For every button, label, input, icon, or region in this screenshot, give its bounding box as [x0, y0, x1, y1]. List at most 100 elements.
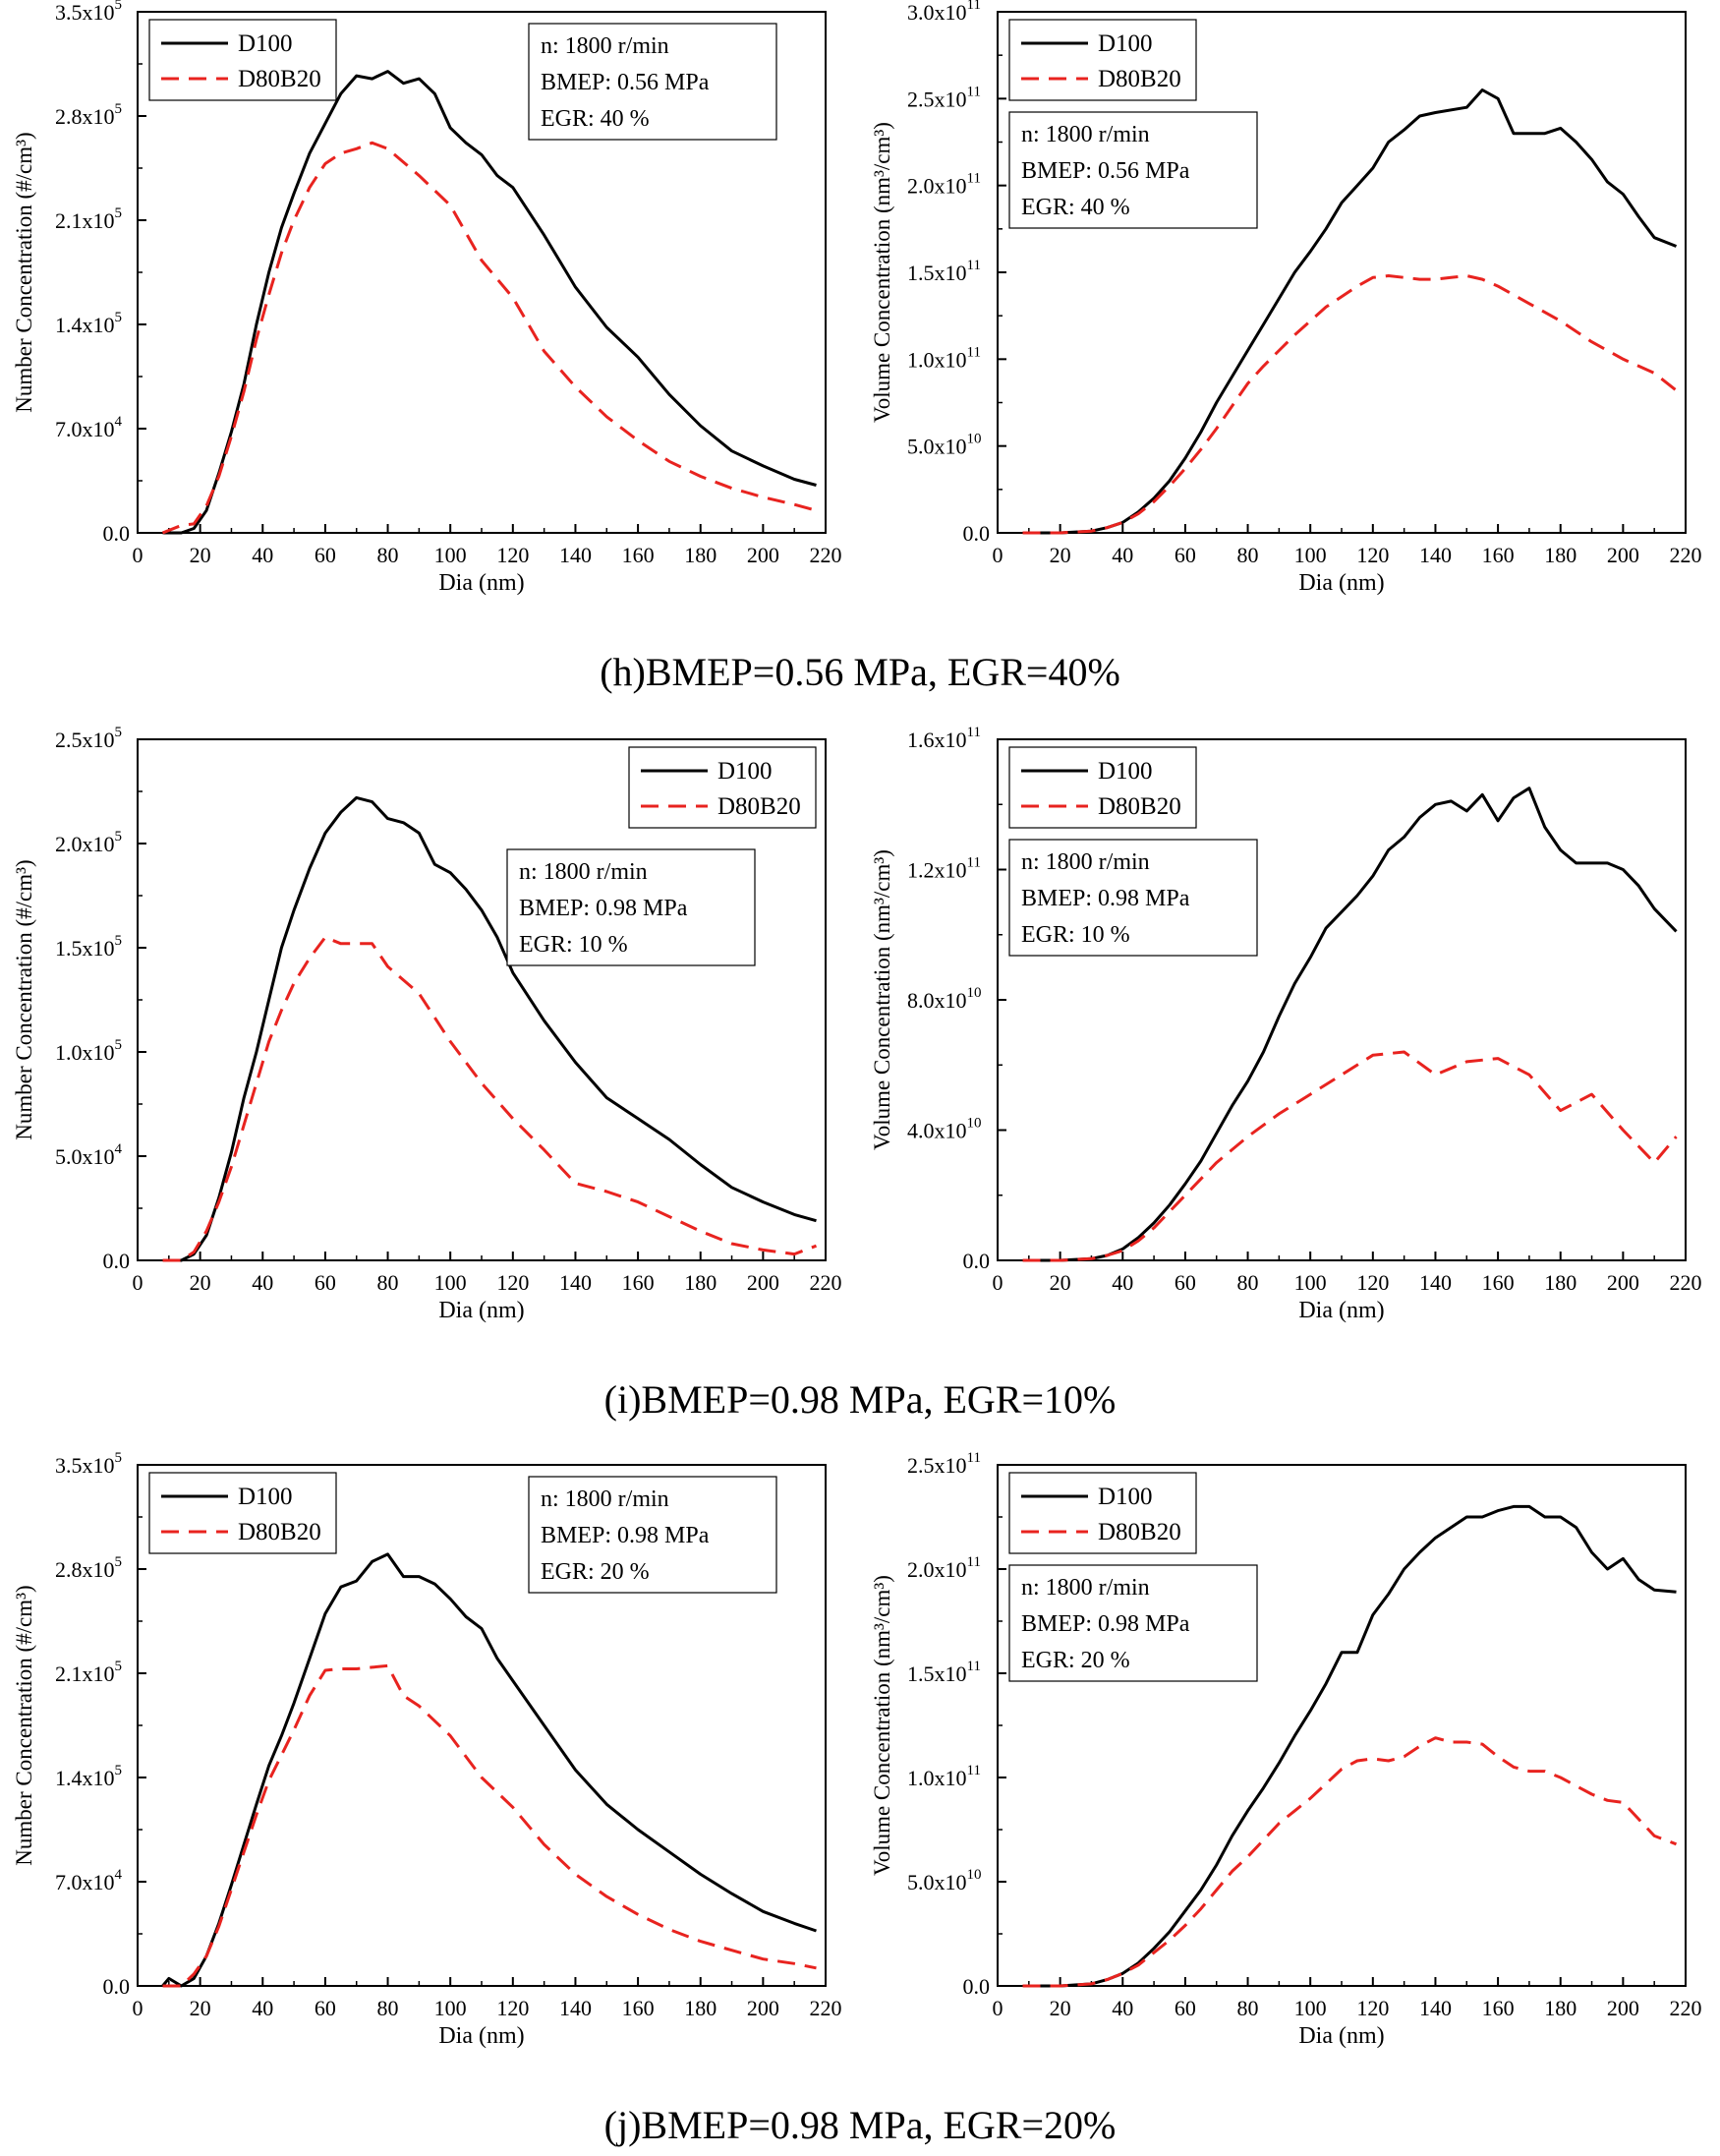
- legend-label-d100: D100: [238, 1484, 293, 1510]
- info-line: BMEP: 0.98 MPa: [541, 1523, 710, 1548]
- legend-box: [1008, 19, 1197, 101]
- y-tick-label: 1.5x1011: [907, 1659, 981, 1686]
- x-tick-label: 160: [622, 543, 655, 567]
- y-tick-label: 5.0x1010: [907, 1867, 982, 1894]
- y-tick-label: 2.1x105: [55, 1659, 122, 1686]
- info-line: BMEP: 0.56 MPa: [541, 70, 710, 95]
- x-tick-label: 20: [190, 543, 211, 567]
- legend-label-d100: D100: [1098, 1484, 1153, 1510]
- y-tick-label: 2.0x1011: [907, 1554, 981, 1582]
- info-line: BMEP: 0.56 MPa: [1021, 158, 1190, 184]
- series-d80b20: [1022, 274, 1678, 535]
- y-tick-label: 0.0: [103, 1249, 131, 1273]
- y-axis-label: Volume Concentration (nm³/cm³): [870, 122, 894, 423]
- x-tick-label: 200: [747, 543, 779, 567]
- y-axis-label: Number Concentration (#/cm³): [12, 1585, 36, 1865]
- x-tick-label: 160: [1482, 543, 1515, 567]
- x-tick-label: 0: [133, 1270, 143, 1295]
- x-tick-label: 60: [1175, 543, 1196, 567]
- legend-label-d80b20: D80B20: [1098, 793, 1181, 820]
- chart-svg: 0 20 40 60 80 100 120 140 160 180 200 220 0.0 5.0x101…: [870, 1450, 1702, 2049]
- info-line: BMEP: 0.98 MPa: [519, 896, 688, 921]
- y-tick-label: 1.4x105: [55, 310, 122, 337]
- x-tick-label: 140: [559, 1270, 592, 1295]
- info-line: BMEP: 0.98 MPa: [1021, 886, 1190, 911]
- y-tick-label: 0.0: [963, 1249, 991, 1273]
- info-line: EGR: 20 %: [1021, 1648, 1130, 1673]
- caption-i: (i)BMEP=0.98 MPa, EGR=10%: [603, 1377, 1117, 1422]
- x-tick-label: 20: [1050, 543, 1071, 567]
- x-tick-label: 200: [1607, 1270, 1639, 1295]
- x-axis-label: Dia (nm): [438, 1298, 524, 1323]
- legend-label-d100: D100: [1098, 30, 1153, 57]
- x-tick-label: 120: [1356, 1270, 1389, 1295]
- legend-label-d80b20: D80B20: [1098, 66, 1181, 92]
- x-tick-label: 80: [1237, 543, 1259, 567]
- y-tick-label: 1.0x105: [55, 1037, 122, 1065]
- legend-label-d100: D100: [1098, 758, 1153, 785]
- x-tick-label: 180: [1544, 1270, 1577, 1295]
- caption-h: (h)BMEP=0.56 MPa, EGR=40%: [600, 650, 1120, 694]
- info-box: [1008, 839, 1258, 957]
- info-line: EGR: 40 %: [541, 106, 650, 132]
- legend-label-d80b20: D80B20: [717, 793, 801, 820]
- x-tick-label: 100: [1294, 543, 1327, 567]
- y-tick-label: 2.0x1011: [907, 171, 981, 199]
- x-tick-label: 200: [747, 1996, 779, 2020]
- x-tick-label: 60: [315, 1996, 336, 2020]
- x-tick-label: 180: [684, 1270, 717, 1295]
- y-axis-label: Volume Concentration (nm³/cm³): [870, 849, 894, 1150]
- series-d100: [1022, 787, 1678, 1262]
- y-tick-label: 2.1x105: [55, 205, 122, 233]
- x-tick-label: 80: [377, 1996, 399, 2020]
- x-tick-label: 100: [1294, 1270, 1327, 1295]
- chart-svg: 0 20 40 60 80 100 120 140 160 180 200 220 0.0 4.0x101…: [870, 725, 1702, 1323]
- x-axis-label: Dia (nm): [1298, 570, 1384, 596]
- series-d80b20: [1022, 1736, 1678, 1988]
- y-tick-label: 2.0x105: [55, 829, 122, 856]
- x-tick-label: 100: [434, 543, 467, 567]
- x-axis-label: Dia (nm): [1298, 2023, 1384, 2049]
- x-axis-label: Dia (nm): [438, 570, 524, 596]
- series-d100: [1022, 88, 1678, 535]
- chart-j-volume: 0 20 40 60 80 100 120 140 160 180 200 220 0.0 5.0x101…: [860, 1450, 1720, 2072]
- x-tick-label: 20: [190, 1996, 211, 2020]
- x-tick-label: 100: [1294, 1996, 1327, 2020]
- series-d100: [162, 795, 817, 1262]
- y-tick-label: 2.8x105: [55, 1554, 122, 1582]
- x-tick-label: 120: [1356, 543, 1389, 567]
- x-tick-label: 60: [315, 543, 336, 567]
- chart-j-number: 0 20 40 60 80 100 120 140 160 180 200 220 0.0 7.0x104…: [0, 1450, 860, 2072]
- x-tick-label: 160: [622, 1996, 655, 2020]
- x-tick-label: 220: [810, 543, 842, 567]
- series-d80b20: [162, 1663, 817, 1988]
- info-box: [528, 1476, 777, 1594]
- x-tick-label: 100: [434, 1270, 467, 1295]
- info-line: n: 1800 r/min: [519, 859, 648, 885]
- legend-box: [148, 1472, 337, 1554]
- y-tick-label: 5.0x104: [55, 1141, 123, 1169]
- chart-svg: 0 20 40 60 80 100 120 140 160 180 200 220 0.0 7.0x104…: [12, 0, 842, 596]
- y-axis-label: Number Concentration (#/cm³): [12, 132, 36, 412]
- x-tick-label: 140: [1419, 1270, 1452, 1295]
- series-d100: [161, 1552, 817, 1988]
- legend-label-d80b20: D80B20: [238, 1519, 321, 1545]
- x-tick-label: 60: [315, 1270, 336, 1295]
- x-tick-label: 160: [622, 1270, 655, 1295]
- x-tick-label: 140: [1419, 543, 1452, 567]
- x-tick-label: 40: [252, 543, 273, 567]
- chart-i-number: 0 20 40 60 80 100 120 140 160 180 200 220 0.0 5.0x104…: [0, 725, 860, 1347]
- y-tick-label: 3.5x105: [55, 0, 122, 25]
- y-tick-label: 2.5x1011: [907, 1450, 981, 1478]
- x-tick-label: 180: [1544, 543, 1577, 567]
- x-tick-label: 0: [993, 1996, 1003, 2020]
- x-tick-label: 100: [434, 1996, 467, 2020]
- y-axis-label: Number Concentration (#/cm³): [12, 859, 36, 1139]
- chart-svg: 0 20 40 60 80 100 120 140 160 180 200 220 0.0 5.0x104…: [12, 725, 842, 1323]
- y-tick-label: 1.0x1011: [907, 1763, 981, 1790]
- info-line: n: 1800 r/min: [541, 33, 669, 59]
- info-box: [1008, 111, 1258, 229]
- x-tick-label: 160: [1482, 1996, 1515, 2020]
- info-line: EGR: 10 %: [519, 932, 628, 958]
- legend-label-d80b20: D80B20: [238, 66, 321, 92]
